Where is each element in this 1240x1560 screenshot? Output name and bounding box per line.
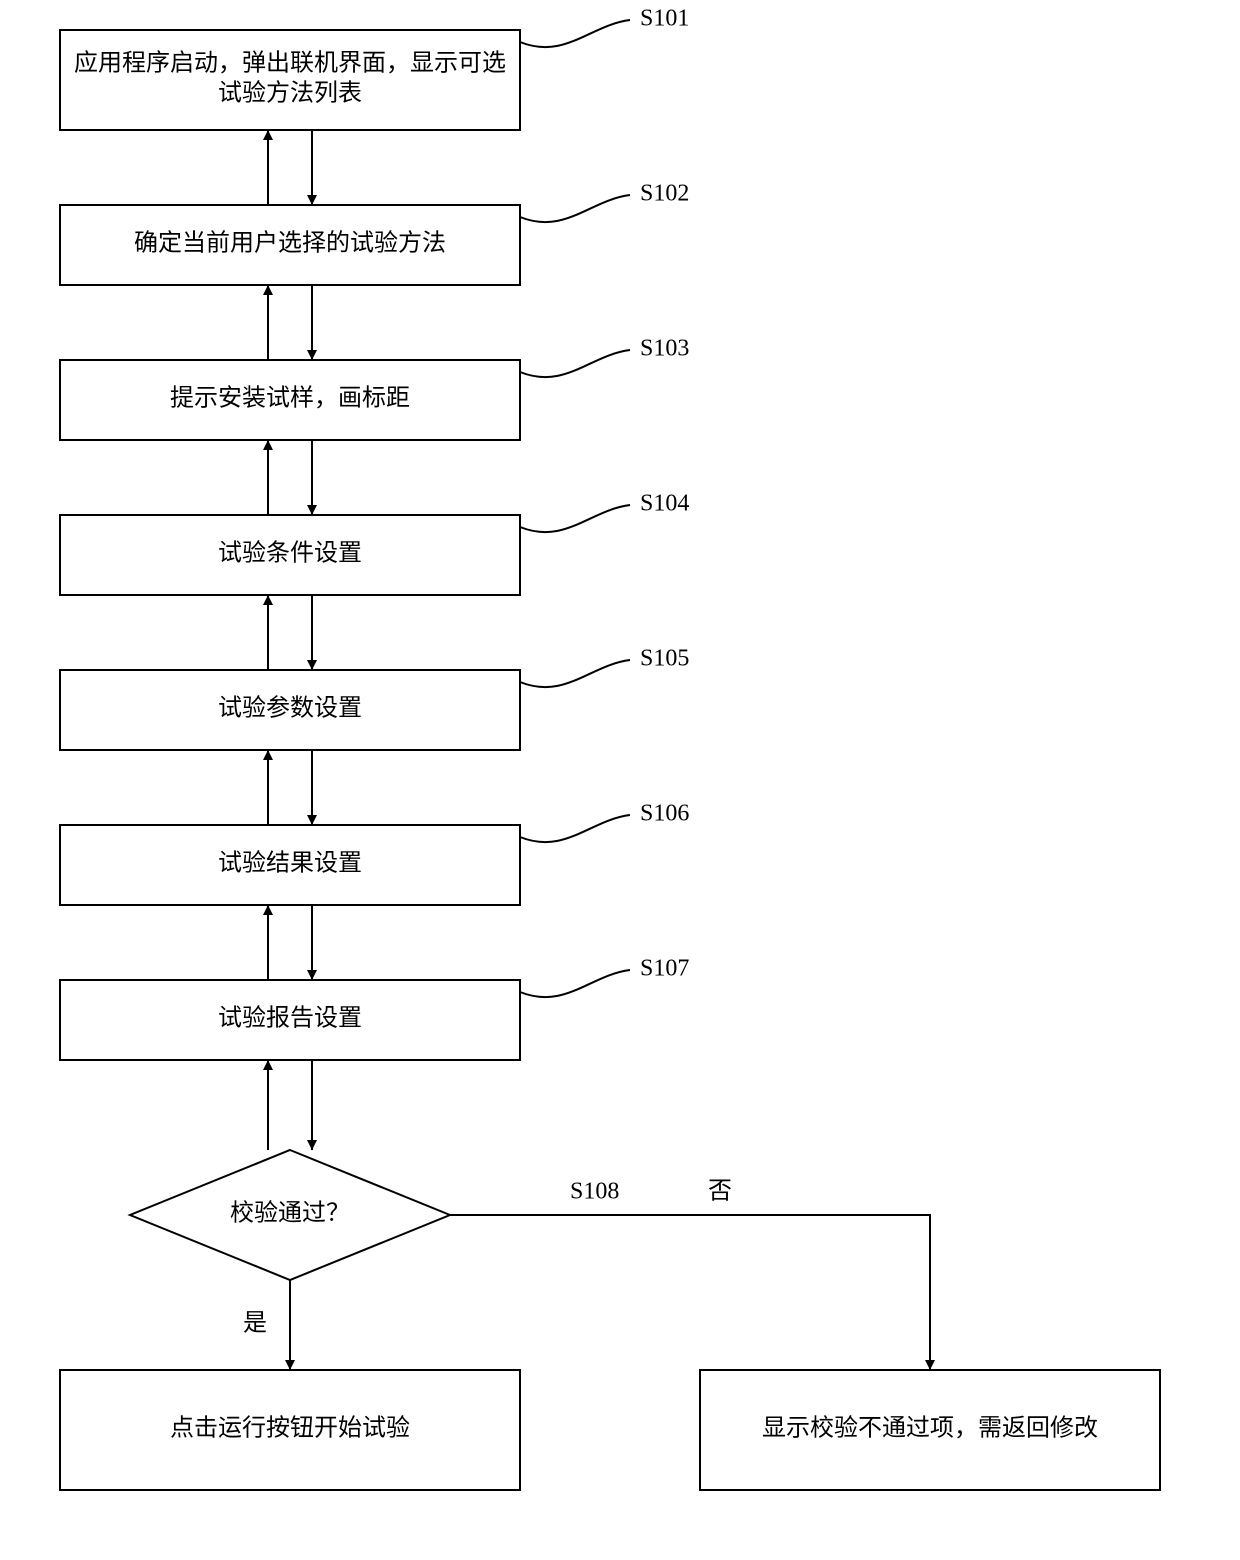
branch-no-label: 否 xyxy=(708,1179,732,1205)
callout-curve-s107 xyxy=(520,970,630,997)
callout-curve-s102 xyxy=(520,195,630,222)
callout-curve-s106 xyxy=(520,815,630,842)
process-text-s102-0: 确定当前用户选择的试验方法 xyxy=(134,230,446,257)
process-text-s101-0: 应用程序启动，弹出联机界面，显示可选 xyxy=(74,50,506,77)
step-label-s101: S101 xyxy=(640,6,689,32)
step-label-s106: S106 xyxy=(640,801,689,827)
callout-curve-s101 xyxy=(520,20,630,47)
callout-curve-s103 xyxy=(520,350,630,377)
process-text-s101-1: 试验方法列表 xyxy=(218,80,362,107)
process-text-s104-0: 试验条件设置 xyxy=(218,540,362,567)
branch-yes-label: 是 xyxy=(243,1311,267,1337)
process-text-s103-0: 提示安装试样，画标距 xyxy=(170,385,410,412)
process-text-s109-0: 点击运行按钮开始试验 xyxy=(170,1415,410,1442)
step-label-s104: S104 xyxy=(640,491,689,517)
step-label-s108: S108 xyxy=(570,1179,619,1205)
callout-curve-s105 xyxy=(520,660,630,687)
process-text-s106-0: 试验结果设置 xyxy=(218,850,362,877)
process-text-s110-0: 显示校验不通过项，需返回修改 xyxy=(762,1415,1098,1442)
decision-text: 校验通过？ xyxy=(230,1200,350,1227)
step-label-s103: S103 xyxy=(640,336,689,362)
arrow-no xyxy=(450,1215,930,1370)
process-text-s105-0: 试验参数设置 xyxy=(218,695,362,722)
process-text-s107-0: 试验报告设置 xyxy=(218,1005,362,1032)
step-label-s107: S107 xyxy=(640,956,689,982)
step-label-s105: S105 xyxy=(640,646,689,672)
callout-curve-s104 xyxy=(520,505,630,532)
step-label-s102: S102 xyxy=(640,181,689,207)
